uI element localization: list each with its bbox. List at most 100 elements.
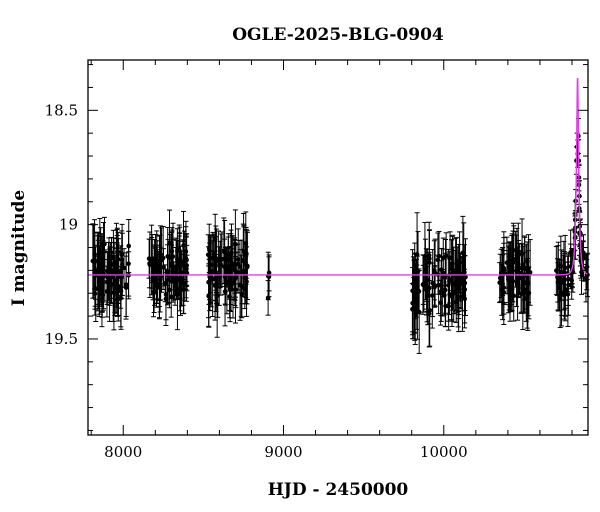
data-point [233, 287, 238, 293]
data-point [180, 270, 186, 275]
data-point [183, 265, 189, 270]
data-point [509, 270, 515, 276]
data-point [165, 269, 171, 274]
data-point [183, 249, 189, 254]
data-point [111, 255, 116, 261]
data-point [411, 281, 417, 287]
data-point [462, 287, 468, 292]
data-point [509, 286, 515, 292]
data-point [519, 251, 525, 257]
data-point [497, 280, 502, 285]
data-point [92, 291, 98, 296]
data-point [414, 252, 420, 257]
data-point [119, 273, 125, 279]
data-point [456, 295, 461, 300]
data-point [520, 289, 526, 294]
data-point [238, 283, 244, 289]
data-point [118, 295, 124, 301]
data-point [93, 286, 99, 292]
data-point [520, 262, 525, 267]
data-point [104, 289, 110, 294]
data-point [156, 268, 161, 273]
data-point [119, 257, 125, 263]
x-tick-labels: 8000 9000 10000 [104, 443, 467, 461]
data-point [157, 258, 162, 264]
data-point [415, 269, 421, 274]
data-point [206, 279, 211, 285]
x-tick-label: 9000 [264, 443, 302, 461]
data-point [426, 252, 432, 258]
data-point [435, 257, 441, 263]
data-point [558, 263, 564, 269]
data-point [416, 309, 422, 315]
data-point [566, 282, 571, 288]
data-point [429, 293, 435, 298]
data-point [154, 263, 160, 268]
data-point [424, 288, 430, 294]
data-point [423, 267, 428, 272]
data-point [181, 287, 186, 292]
data-point [436, 282, 441, 288]
data-point [92, 273, 98, 279]
data-point [98, 263, 104, 269]
data-point [410, 306, 415, 312]
data-point [162, 280, 168, 286]
data-point [213, 255, 219, 261]
data-point [449, 265, 454, 271]
data-point [524, 287, 529, 293]
data-point [175, 276, 181, 282]
data-point [217, 262, 223, 267]
data-point [211, 251, 217, 257]
data-point [118, 285, 123, 290]
data-point [227, 270, 233, 276]
data-point [230, 281, 236, 286]
data-point [165, 277, 171, 282]
data-point [222, 289, 228, 294]
data-point [522, 265, 527, 271]
data-point [454, 284, 460, 289]
data-point [213, 263, 218, 269]
data-point [157, 285, 162, 290]
data-point [98, 259, 104, 265]
data-point [163, 292, 169, 297]
data-point [230, 265, 236, 271]
data-point [579, 269, 584, 275]
error-bars [90, 118, 591, 354]
data-point [427, 308, 432, 313]
data-point [210, 276, 215, 281]
data-point [427, 260, 432, 265]
data-point [442, 287, 448, 293]
data-point [109, 268, 114, 273]
data-point [241, 249, 247, 254]
data-point [208, 262, 213, 268]
y-axis-label: I magnitude [9, 190, 29, 307]
data-point [169, 248, 175, 254]
data-point [511, 248, 517, 253]
data-point [184, 270, 190, 276]
data-point [239, 269, 245, 275]
data-point [175, 292, 180, 297]
data-point [235, 261, 241, 267]
data-point [525, 292, 531, 297]
data-point [229, 250, 234, 256]
axis-ticks [88, 60, 588, 435]
data-point [163, 296, 169, 302]
data-point [115, 249, 120, 254]
data-point [265, 295, 271, 301]
data-point [446, 303, 451, 309]
data-point [510, 278, 516, 284]
data-point [228, 287, 234, 292]
data-point [171, 278, 177, 284]
y-tick-label: 18.5 [45, 101, 78, 119]
data-point [99, 292, 105, 298]
data-point [102, 241, 107, 247]
x-tick-label: 10000 [420, 443, 468, 461]
data-point [511, 257, 516, 263]
data-point [206, 293, 212, 298]
data-point [432, 283, 437, 288]
data-point [440, 255, 446, 261]
data-point [173, 264, 179, 270]
data-point [527, 270, 533, 275]
data-point [235, 270, 241, 275]
data-point [111, 290, 117, 296]
